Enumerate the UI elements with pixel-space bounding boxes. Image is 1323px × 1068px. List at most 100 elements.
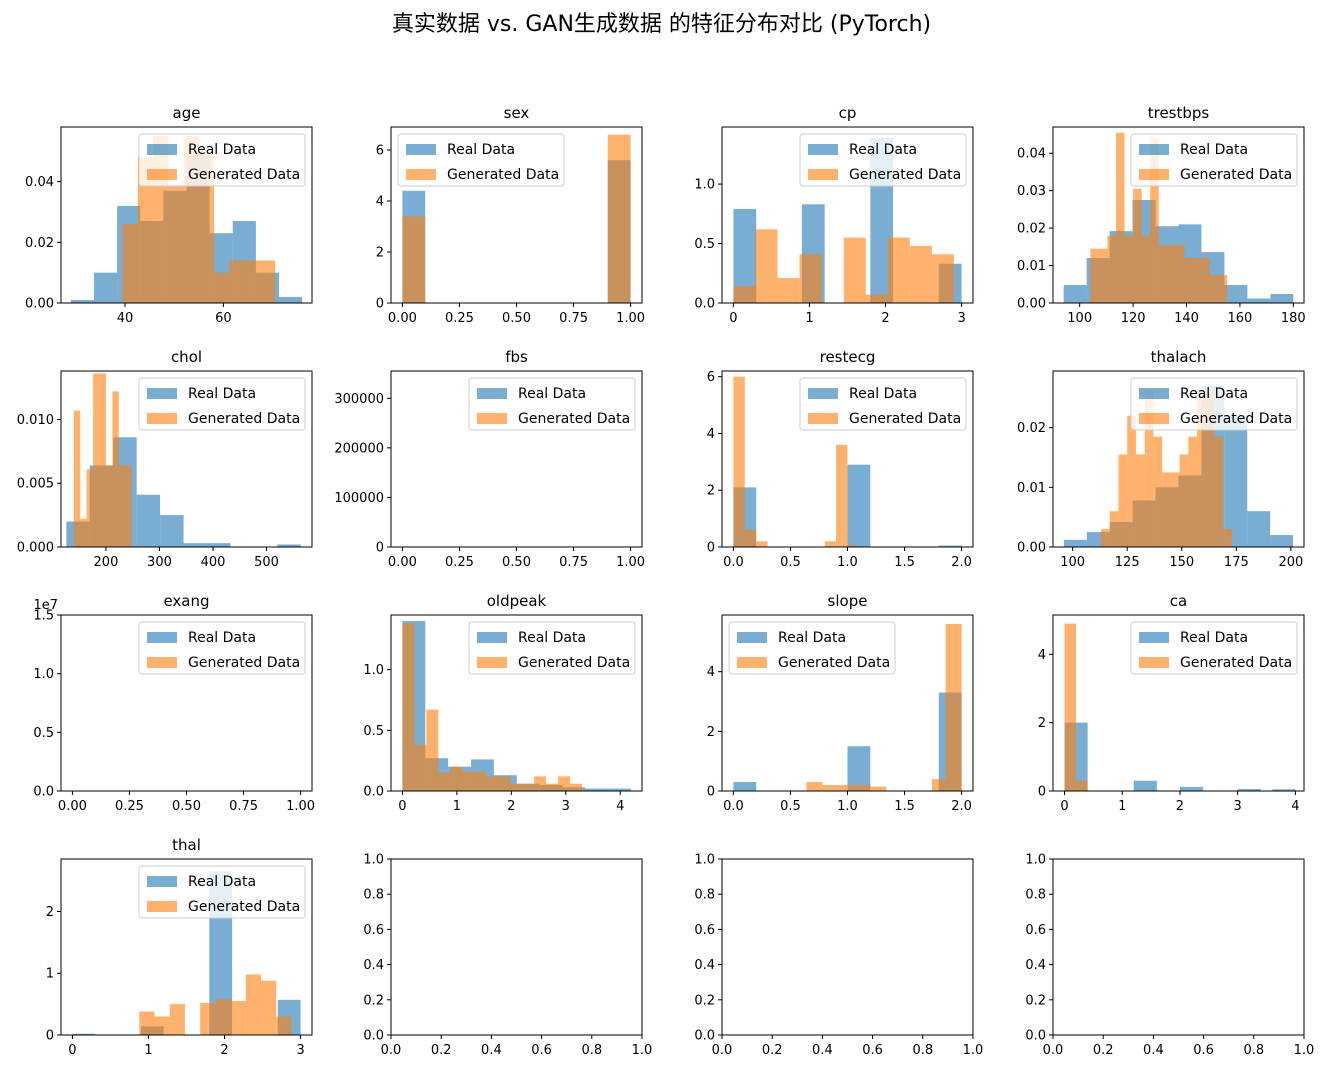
histogram-bar xyxy=(847,746,871,791)
subplot-slope: 0.0 0.5 1.0 1.5 2.0 0 2 4 slope Real Data Generate… xyxy=(707,592,974,814)
legend: Real Data Generated Data xyxy=(138,133,306,187)
histogram-bar xyxy=(462,771,475,791)
legend-box xyxy=(728,621,896,675)
histogram-bar xyxy=(112,391,119,547)
y-tick-label: 0.0 xyxy=(33,785,54,800)
histogram-bar xyxy=(160,515,184,547)
legend-label-generated: Generated Data xyxy=(188,167,300,183)
histogram-bar xyxy=(938,545,962,547)
x-tick-label: 1 xyxy=(144,1043,152,1058)
legend-label-generated: Generated Data xyxy=(188,411,300,427)
legend-label-generated: Generated Data xyxy=(188,655,300,671)
y-tick-label: 0.04 xyxy=(1017,147,1046,162)
subplot-chol: 200 300 400 500 0.000 0.005 0.010 chol Real Data… xyxy=(17,348,313,570)
legend-box xyxy=(138,621,306,675)
histogram-bar xyxy=(534,776,547,791)
x-tick-label: 0.0 xyxy=(723,555,744,570)
legend: Real Data Generated Data xyxy=(468,621,636,675)
y-tick-label: 0.4 xyxy=(1025,958,1046,973)
histogram-bar xyxy=(756,541,768,547)
histogram-bar xyxy=(1214,436,1224,547)
x-tick-label: 0.8 xyxy=(912,1043,933,1058)
axes-frame xyxy=(60,858,313,1036)
x-tick-label: 1.0 xyxy=(632,1043,653,1058)
series-generated-slope xyxy=(806,623,962,791)
x-tick-label: 180 xyxy=(1281,311,1306,326)
y-tick-label: 0.0 xyxy=(363,1029,384,1044)
legend-swatch-generated xyxy=(737,657,767,668)
x-tick-label: 1.5 xyxy=(894,799,915,814)
legend: Real Data Generated Data xyxy=(1130,621,1298,675)
legend-label-generated: Generated Data xyxy=(1180,411,1292,427)
y-tick-label: 2 xyxy=(376,245,384,260)
subplot-title: trestbps xyxy=(1148,104,1210,122)
legend-label-real: Real Data xyxy=(188,386,256,402)
x-tick-label: 4 xyxy=(1291,799,1299,814)
x-tick-label: 1.00 xyxy=(616,311,645,326)
y-tick-label: 0.02 xyxy=(1017,222,1046,237)
x-tick-label: 0.00 xyxy=(388,311,417,326)
histogram-bar xyxy=(931,254,954,303)
x-tick-label: 0.75 xyxy=(559,311,588,326)
x-tick-label: 200 xyxy=(1278,555,1303,570)
histogram-bar xyxy=(80,518,87,547)
y-tick-label: 0 xyxy=(376,541,384,556)
y-tick-label: 0.010 xyxy=(17,413,54,428)
y-tick-label: 1 xyxy=(46,967,54,982)
histogram-bar xyxy=(86,469,94,547)
x-tick-label: 60 xyxy=(215,311,232,326)
y-tick-label: 0.03 xyxy=(1017,184,1046,199)
series-generated-chol xyxy=(73,373,132,547)
histogram-bar xyxy=(836,444,848,547)
x-tick-label: 3 xyxy=(957,311,965,326)
y-tick-label: 4 xyxy=(376,194,384,209)
x-tick-label: 1 xyxy=(1118,799,1126,814)
histogram-bar xyxy=(847,464,871,547)
x-tick-label: 0 xyxy=(398,799,406,814)
histogram-bar xyxy=(1133,188,1142,303)
legend-swatch-real xyxy=(477,388,507,399)
y-tick-label: 0.4 xyxy=(363,958,384,973)
x-tick-label: 1.5 xyxy=(894,555,915,570)
y-tick-label: 0.5 xyxy=(694,237,715,252)
legend-label-real: Real Data xyxy=(1180,630,1248,646)
histogram-bar xyxy=(214,272,230,303)
x-tick-label: 300 xyxy=(147,555,172,570)
legend-label-real: Real Data xyxy=(849,386,917,402)
axes-frame xyxy=(1052,614,1305,792)
histogram-bar xyxy=(168,184,184,303)
y-tick-label: 0.0 xyxy=(694,1029,715,1044)
histogram-bar xyxy=(1090,248,1099,303)
x-tick-label: 2 xyxy=(507,799,515,814)
histogram-bar xyxy=(733,376,745,547)
histogram-bar xyxy=(1109,511,1119,547)
histogram-bar xyxy=(931,779,946,791)
y-tick-label: 0.0 xyxy=(694,297,715,312)
histogram-bar xyxy=(279,296,303,303)
histogram-bar xyxy=(139,1011,155,1035)
x-tick-label: 40 xyxy=(117,311,134,326)
x-tick-label: 125 xyxy=(1115,555,1140,570)
y-tick-label: 0.2 xyxy=(694,993,715,1008)
series-generated-ca xyxy=(1064,623,1088,791)
subplot-cp: 0 1 2 3 0.0 0.5 1.0 cp Real Data Generated Data xyxy=(694,104,974,326)
legend-box xyxy=(1130,133,1298,187)
legend-box xyxy=(799,133,967,187)
histogram-bar xyxy=(1141,235,1151,303)
x-tick-label: 0.75 xyxy=(229,799,258,814)
histogram-bar xyxy=(1076,780,1088,791)
x-tick-label: 0.2 xyxy=(1093,1043,1114,1058)
histogram-bar xyxy=(414,744,427,791)
legend: Real Data Generated Data xyxy=(799,133,967,187)
legend-label-generated: Generated Data xyxy=(778,655,890,671)
legend: Real Data Generated Data xyxy=(138,621,306,675)
legend-swatch-generated xyxy=(1139,657,1169,668)
legend-box xyxy=(468,377,636,431)
histogram-bar xyxy=(207,543,231,547)
y-tick-label: 1.0 xyxy=(694,178,715,193)
histogram-bar xyxy=(1153,436,1163,547)
y-tick-label: 0.6 xyxy=(363,923,384,938)
histogram-bar xyxy=(450,766,463,791)
x-tick-label: 0.00 xyxy=(388,555,417,570)
histogram-bar xyxy=(230,1001,246,1035)
